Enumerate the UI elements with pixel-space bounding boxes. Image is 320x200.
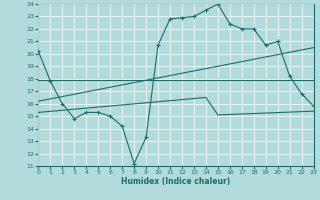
X-axis label: Humidex (Indice chaleur): Humidex (Indice chaleur) <box>121 177 231 186</box>
